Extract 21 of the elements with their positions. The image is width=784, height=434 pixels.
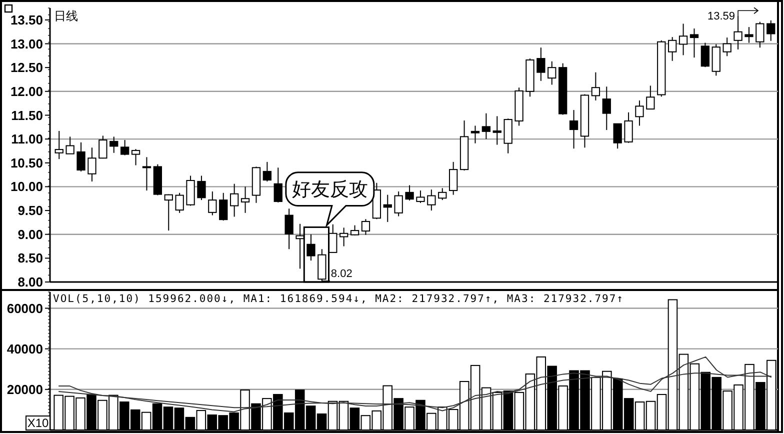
y-tick-label: 40000 (6, 341, 43, 356)
chart-title: VOL(5,10,10) 159962.000↓, MA1: 161869.594↓, MA2: 217932.797↑, MA3: 217932.797↑ (53, 293, 623, 305)
y-tick-label: 12.00 (10, 84, 43, 99)
y-tick-label: 11.00 (11, 132, 43, 147)
y-tick-label: 60000 (6, 300, 43, 316)
annotation: 8.02 (330, 268, 352, 280)
y-tick-label: 12.50 (10, 60, 43, 76)
y-tick-label: 8.00 (18, 274, 43, 290)
y-tick-label: 13.00 (10, 36, 43, 52)
y-tick-label: 13.50 (10, 12, 43, 28)
annotation: 好友反攻 (292, 178, 368, 201)
y-tick-label: 10.50 (10, 155, 43, 170)
annotation: 13.59 (708, 10, 736, 23)
y-tick-label: 11.50 (11, 108, 43, 123)
chart-title: 日线 (54, 9, 78, 23)
y-tick-label: 10.00 (10, 179, 43, 194)
text: X10 (27, 416, 49, 430)
y-tick-label: 9.50 (18, 203, 43, 218)
y-tick-label: 20000 (6, 382, 43, 397)
y-tick-label: 9.00 (18, 226, 43, 242)
y-tick-label: 8.50 (18, 250, 43, 266)
